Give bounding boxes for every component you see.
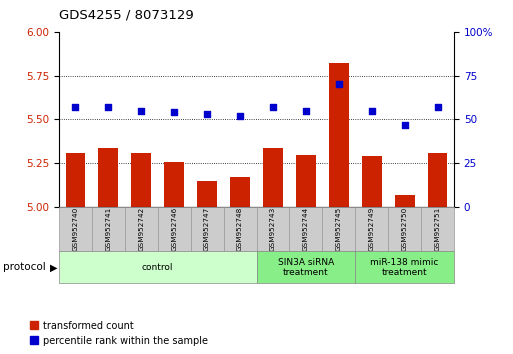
Text: GSM952747: GSM952747 [204, 207, 210, 251]
Text: GSM952748: GSM952748 [237, 207, 243, 251]
Bar [355, 207, 388, 251]
Bar [191, 207, 224, 251]
Bar [394, 195, 415, 207]
Bar [197, 181, 217, 207]
Text: GSM952749: GSM952749 [369, 207, 374, 251]
Text: GSM952751: GSM952751 [435, 207, 441, 251]
Text: miR-138 mimic
treatment: miR-138 mimic treatment [370, 258, 439, 277]
Bar [66, 153, 85, 207]
Bar [92, 207, 125, 251]
Bar [329, 63, 349, 207]
Point [104, 104, 112, 110]
Bar [59, 207, 92, 251]
Text: GSM952750: GSM952750 [402, 207, 408, 251]
Text: GSM952742: GSM952742 [139, 207, 144, 251]
Bar [355, 251, 454, 283]
Point [368, 108, 376, 114]
Point [302, 108, 310, 114]
Text: GSM952746: GSM952746 [171, 207, 177, 251]
Bar [164, 161, 184, 207]
Point [203, 112, 211, 117]
Bar [428, 153, 447, 207]
Point [137, 108, 145, 114]
Bar [289, 207, 322, 251]
Bar [296, 155, 315, 207]
Point [236, 113, 244, 119]
Legend: transformed count, percentile rank within the sample: transformed count, percentile rank withi… [30, 321, 208, 346]
Bar [362, 156, 382, 207]
Bar [322, 207, 355, 251]
Bar [263, 148, 283, 207]
Point [170, 110, 179, 115]
Bar [59, 251, 256, 283]
Point [334, 81, 343, 87]
Bar [131, 153, 151, 207]
Point [71, 104, 80, 110]
Bar [158, 207, 191, 251]
Text: protocol: protocol [3, 262, 45, 272]
Text: GSM952743: GSM952743 [270, 207, 276, 251]
Text: GSM952741: GSM952741 [105, 207, 111, 251]
Text: SIN3A siRNA
treatment: SIN3A siRNA treatment [278, 258, 334, 277]
Text: GSM952745: GSM952745 [336, 207, 342, 251]
Text: GSM952740: GSM952740 [72, 207, 78, 251]
Text: GDS4255 / 8073129: GDS4255 / 8073129 [59, 9, 194, 22]
Bar [98, 148, 118, 207]
Text: GSM952744: GSM952744 [303, 207, 309, 251]
Bar [125, 207, 158, 251]
Bar [256, 251, 355, 283]
Bar [224, 207, 256, 251]
Bar [230, 177, 250, 207]
Point [269, 104, 277, 110]
Text: ▶: ▶ [50, 262, 58, 272]
Bar [421, 207, 454, 251]
Point [401, 122, 409, 127]
Bar [388, 207, 421, 251]
Text: control: control [142, 263, 173, 272]
Bar [256, 207, 289, 251]
Point [433, 104, 442, 110]
